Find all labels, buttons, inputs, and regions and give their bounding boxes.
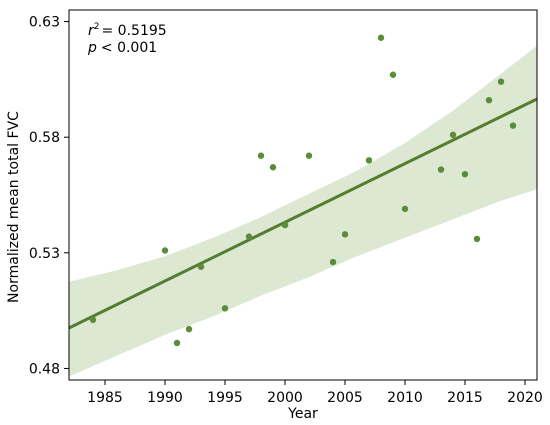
x-tick-label: 2000 [267,390,303,406]
plot-frame [68,9,538,381]
x-tick-label: 1985 [87,390,123,406]
data-point [173,339,181,347]
y-tick-label: 0.58 [29,130,60,146]
r-squared-annotation: r2 = 0.5195 [88,22,167,39]
x-tick-label: 2010 [387,390,423,406]
y-tick-label: 0.53 [29,246,60,262]
data-point [197,263,205,270]
y-axis-ticks: 0.48 0.53 0.58 0.63 [29,15,69,377]
p-value: < 0.001 [101,40,157,56]
y-tick-label: 0.48 [29,361,60,377]
data-point [389,71,397,78]
data-point [281,221,289,229]
data-point [473,235,481,243]
r-squared-symbol: r [88,23,95,39]
x-axis-label: Year [287,406,318,422]
x-tick-label: 2005 [327,390,363,406]
data-point [89,316,97,324]
data-point [365,157,373,164]
y-tick-label: 0.63 [29,15,60,31]
data-point [509,122,517,129]
confidence-band [69,45,537,377]
data-point [185,325,193,333]
data-point [497,78,505,85]
data-point [401,205,409,213]
data-point [461,170,469,178]
data-point [329,258,337,266]
data-point [437,166,445,173]
x-tick-label: 1990 [147,390,183,406]
p-symbol: p [87,40,97,56]
r-squared-superscript: 2 [94,22,100,32]
data-point [305,152,313,159]
data-point [377,34,385,41]
data-point [449,131,457,139]
r-squared-value: = 0.5195 [102,23,167,39]
confidence-band-layer [69,45,537,377]
regression-line [68,97,538,330]
x-tick-label: 2015 [447,390,483,406]
x-axis-ticks: 1985 1990 1995 2000 2005 2010 2015 2020 [87,380,543,406]
data-point [341,231,349,238]
data-point [257,152,265,159]
y-axis-label: Normalized mean total FVC [6,111,22,303]
data-point [161,247,169,254]
data-point [269,164,277,171]
data-points-layer [89,34,517,347]
p-value-annotation: p < 0.001 [87,40,157,56]
regression-line-layer [68,97,538,330]
x-tick-label: 2020 [507,390,543,406]
data-point [245,233,253,240]
data-point [221,305,229,312]
x-tick-label: 1995 [207,390,243,406]
data-point [485,96,493,104]
